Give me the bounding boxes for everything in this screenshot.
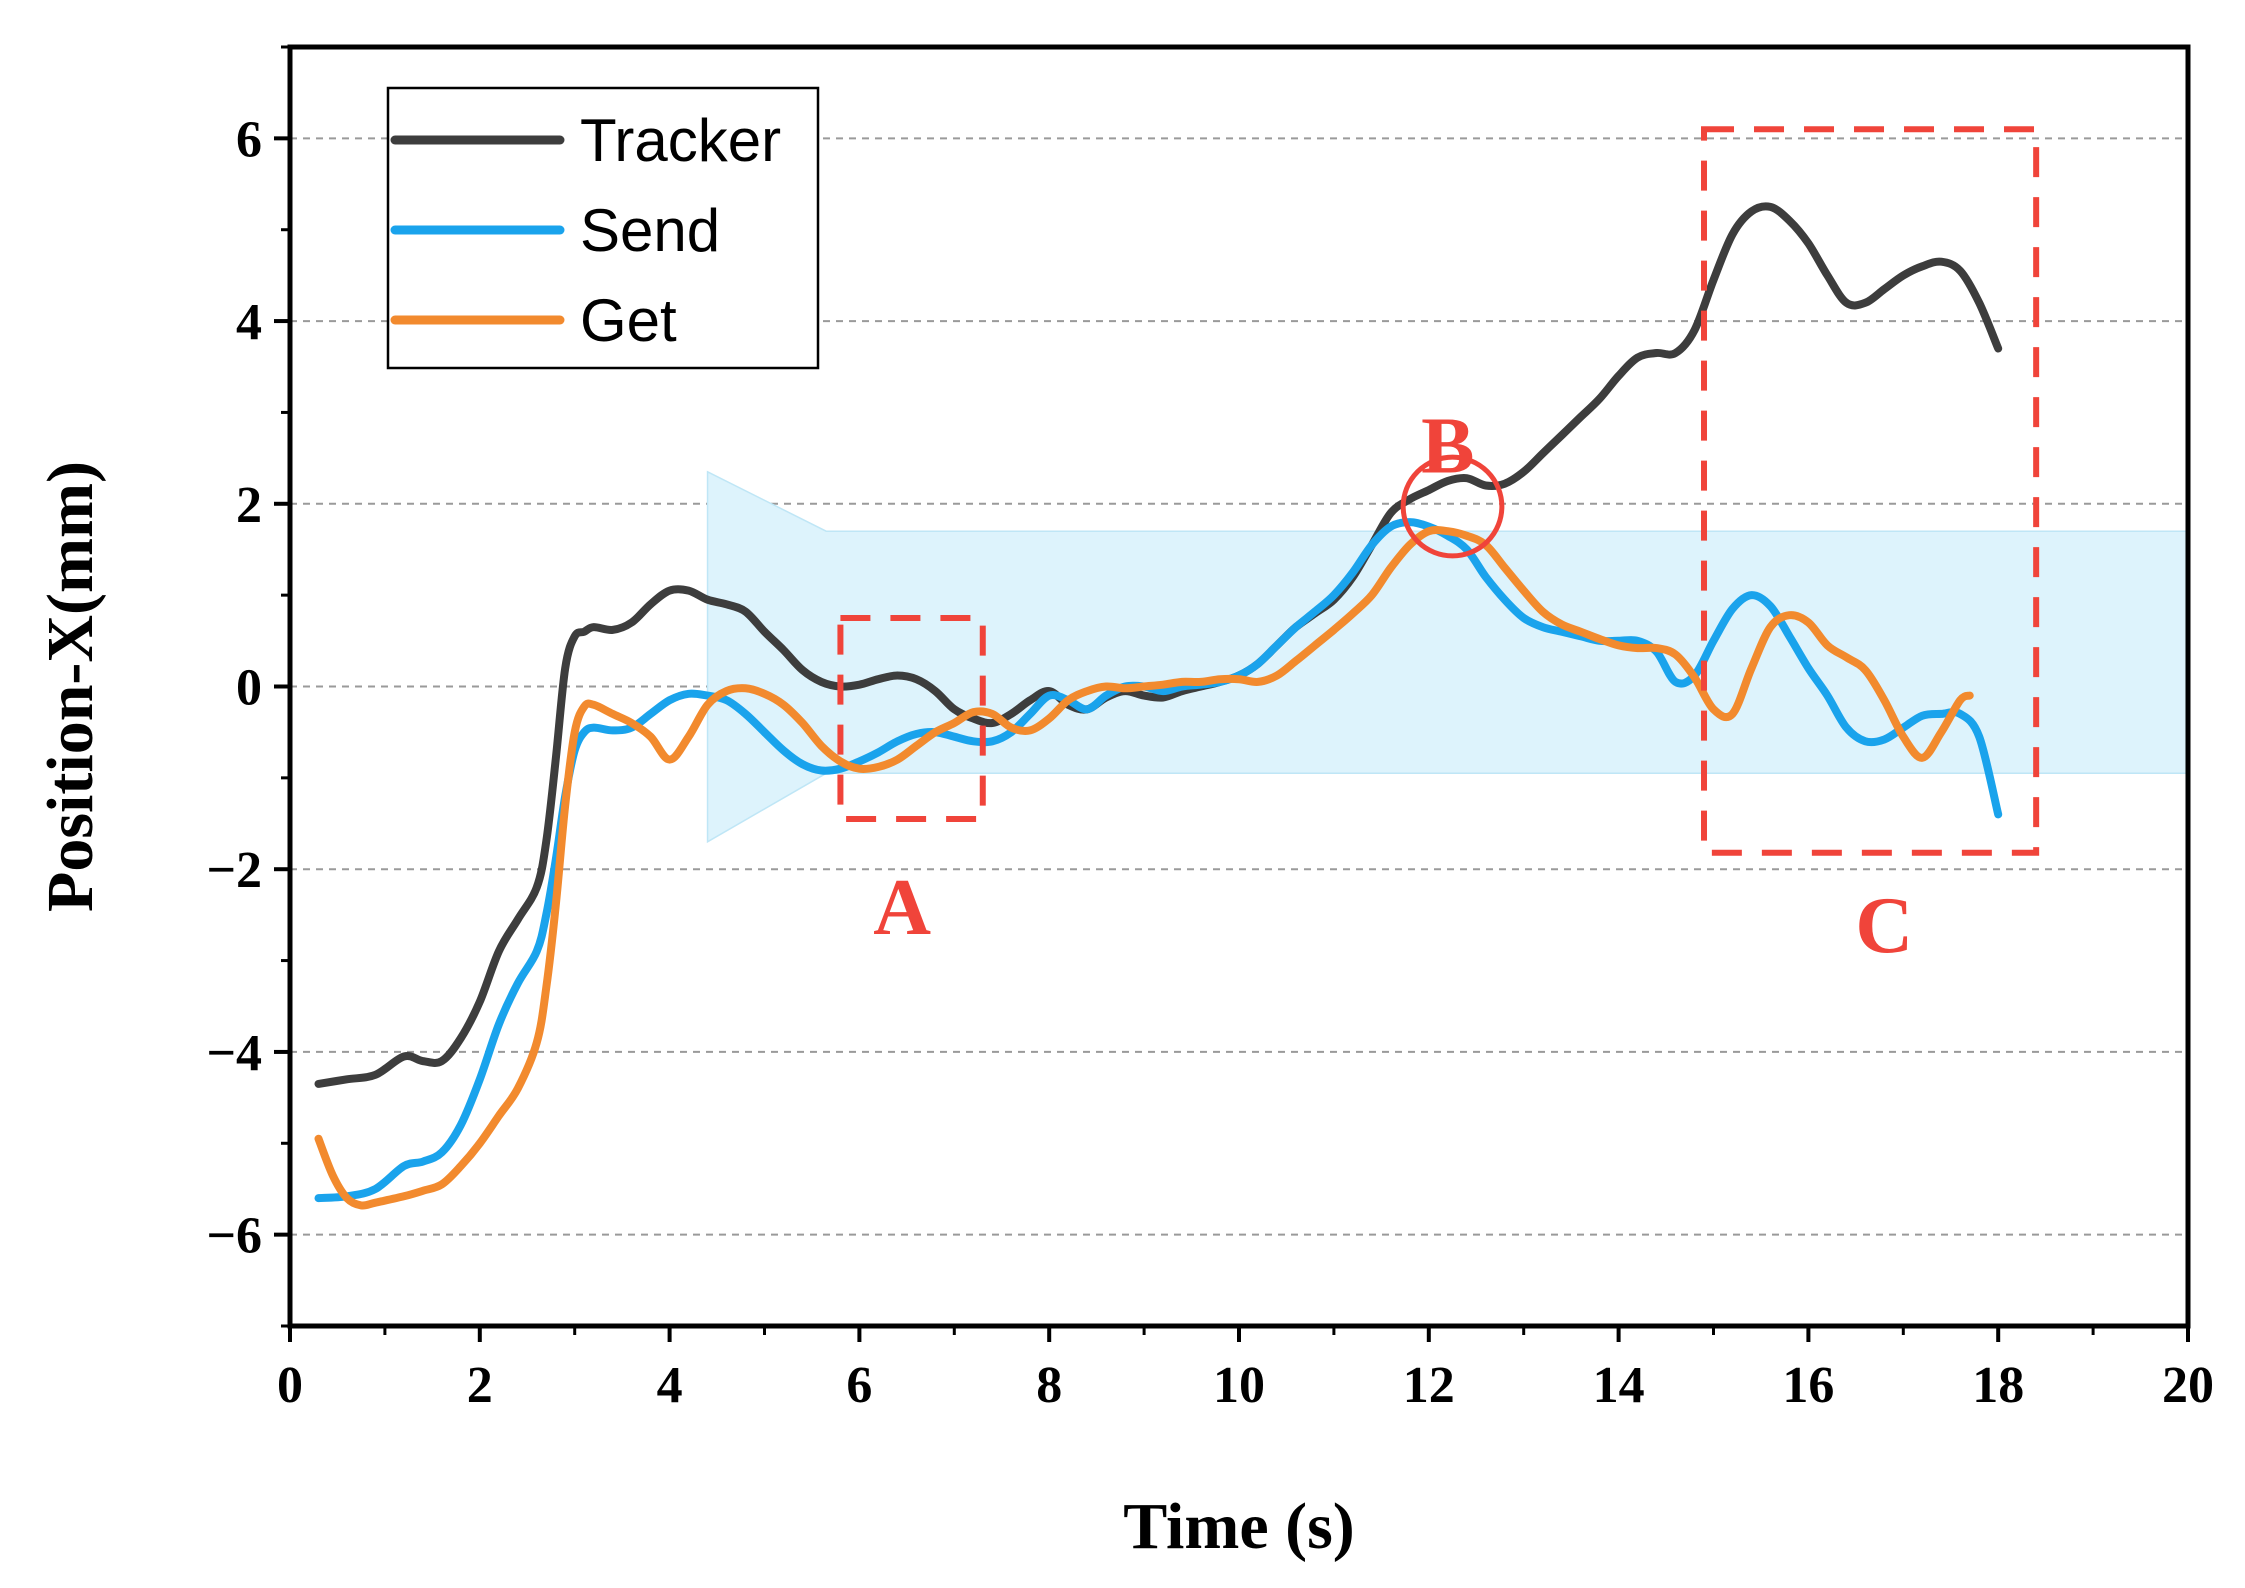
annotation-box-c — [1701, 126, 2040, 856]
x-tick-label: 14 — [1593, 1357, 1645, 1414]
annotations: A B C — [837, 126, 2040, 970]
y-axis-title: Position-X(mm) — [34, 461, 107, 912]
annotation-label-a: A — [873, 864, 931, 952]
y-tick-label: 4 — [236, 294, 262, 351]
y-tick-label: −4 — [206, 1025, 262, 1082]
y-tick-label: 0 — [236, 660, 262, 717]
x-tick-label: 0 — [277, 1357, 303, 1414]
x-axis-title: Time (s) — [1123, 1490, 1355, 1563]
x-tick-label: 8 — [1036, 1357, 1062, 1414]
legend-label-tracker: Tracker — [580, 107, 781, 174]
annotation-label-c: C — [1855, 882, 1913, 970]
x-tick-label: 2 — [467, 1357, 493, 1414]
annotation-label-b: B — [1421, 402, 1474, 490]
x-tick-label: 6 — [846, 1357, 872, 1414]
y-tick-label: 2 — [236, 477, 262, 534]
series-line-tracker — [314, 202, 2003, 1088]
legend: Tracker Send Get — [386, 86, 820, 370]
annotation-circle-b — [1400, 454, 1505, 559]
x-tick-label: 20 — [2162, 1357, 2214, 1414]
x-tick-label: 10 — [1213, 1357, 1265, 1414]
data-series — [314, 202, 2003, 1210]
y-tick-label: −6 — [206, 1208, 262, 1265]
legend-label-get: Get — [580, 287, 677, 354]
x-tick-label: 12 — [1403, 1357, 1455, 1414]
series-line-get — [314, 525, 1974, 1210]
legend-label-send: Send — [580, 197, 720, 264]
y-tick-label: 6 — [236, 111, 262, 168]
x-tick-label: 4 — [657, 1357, 683, 1414]
x-tick-label: 18 — [1972, 1357, 2024, 1414]
annotation-box-a — [837, 614, 986, 822]
axis-ticks: 0 2 4 6 8 10 12 14 16 18 20 −6 −4 −2 0 2 4 6 — [206, 45, 2214, 1414]
y-tick-label: −2 — [206, 842, 262, 899]
x-tick-label: 16 — [1782, 1357, 1834, 1414]
